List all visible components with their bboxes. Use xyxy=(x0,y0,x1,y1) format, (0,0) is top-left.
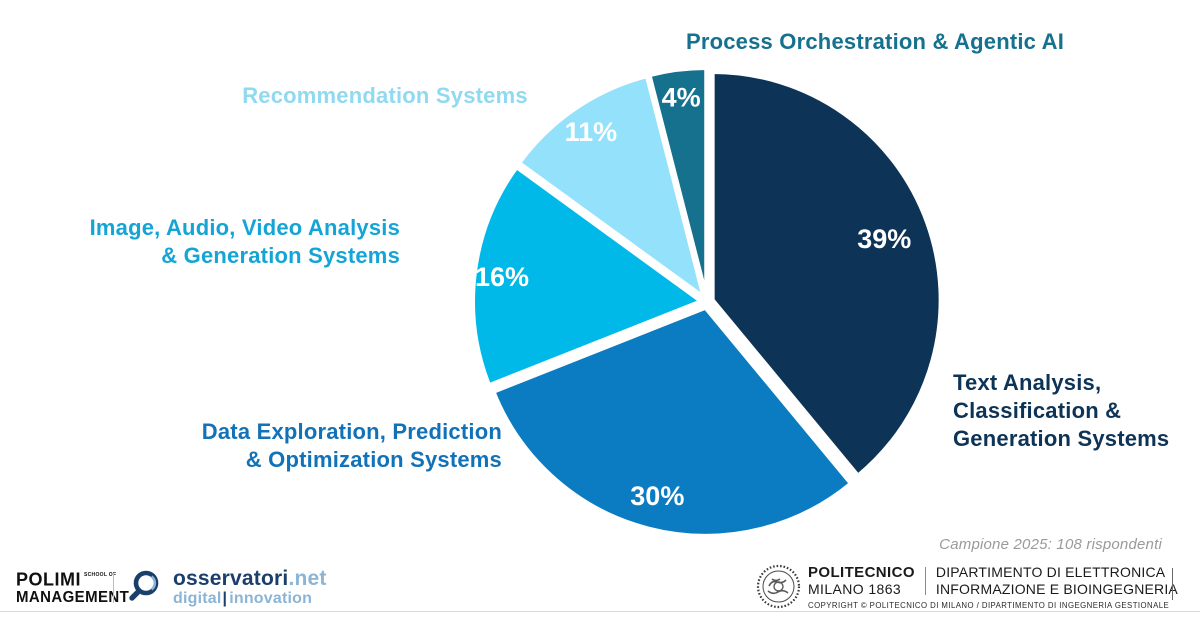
callout-process-orchestration: Process Orchestration & Agentic AI xyxy=(685,29,1065,54)
polimi-management-logo: POLIMI SCHOOL OF MANAGEMENT xyxy=(16,568,130,607)
osservatori-tagline-digital: digital xyxy=(173,589,222,607)
pie-slice-1 xyxy=(710,69,943,478)
pie-value-label-5: 4% xyxy=(662,83,701,113)
copyright-line: COPYRIGHT © POLITECNICO DI MILANO / DIPA… xyxy=(808,600,1170,610)
politecnico-divider xyxy=(924,566,926,595)
pie-value-label-3: 16% xyxy=(475,262,529,292)
footer-divider-right xyxy=(1172,568,1173,600)
osservatori-tagline-bar: | xyxy=(222,589,228,607)
osservatori-wordmark: osservatori xyxy=(173,566,289,590)
callout-text-analysis: Text Analysis, Classification & Generati… xyxy=(953,370,1170,451)
pie-value-label-4: 11% xyxy=(565,117,618,147)
footer-bottom-rule xyxy=(0,611,1200,612)
pie-value-label-2: 30% xyxy=(630,481,684,511)
polimi-wordmark: POLIMI xyxy=(16,568,81,590)
polimi-management-wordmark: MANAGEMENT xyxy=(16,588,130,607)
osservatori-net-suffix: .net xyxy=(288,566,327,590)
politecnico-logo-block: POLITECNICO MILANO 1863 DIPARTIMENTO DI … xyxy=(756,564,1178,610)
dipartimento-line2: INFORMAZIONE E BIOINGEGNERIA xyxy=(935,580,1178,597)
osservatori-logo: osservatori.net digital| innovation xyxy=(127,567,327,607)
politecnico-milano-1863: MILANO 1863 xyxy=(808,581,902,598)
callout-data-exploration: Data Exploration, Prediction & Optimizat… xyxy=(201,419,502,472)
sample-note: Campione 2025: 108 rispondenti xyxy=(939,536,1162,553)
pie-slice-4 xyxy=(517,74,706,300)
callout-image-audio-video: Image, Audio, Video Analysis & Generatio… xyxy=(89,215,400,268)
magnifier-icon xyxy=(129,570,159,601)
polimi-school-of: SCHOOL OF xyxy=(84,572,117,578)
footer-divider-left xyxy=(113,573,114,603)
pie-slice-2 xyxy=(491,305,853,538)
politecnico-seal-icon xyxy=(756,564,801,609)
dipartimento-line1: DIPARTIMENTO DI ELETTRONICA xyxy=(935,564,1166,580)
pie-value-label-1: 39% xyxy=(857,224,911,254)
osservatori-tagline-innovation: innovation xyxy=(229,589,313,607)
callout-recommendation-systems: Recommendation Systems xyxy=(242,83,528,108)
pie-slice-3 xyxy=(471,165,704,388)
politecnico-name: POLITECNICO xyxy=(808,564,915,582)
pie-slice-5 xyxy=(647,66,709,299)
